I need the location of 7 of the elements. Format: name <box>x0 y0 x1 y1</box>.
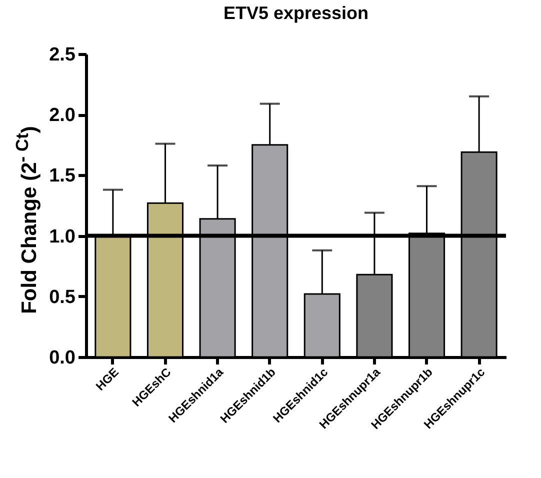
y-tick-label: 1.0 <box>49 226 76 248</box>
y-tick-label: 1.5 <box>49 166 76 187</box>
chart-title: ETV5 expression <box>223 3 369 23</box>
y-tick-label: 0.5 <box>49 286 76 308</box>
y-tick-label: 2.0 <box>49 105 76 126</box>
y-tick-label: 0.0 <box>49 348 76 368</box>
y-tick-label: 2.5 <box>49 44 76 66</box>
